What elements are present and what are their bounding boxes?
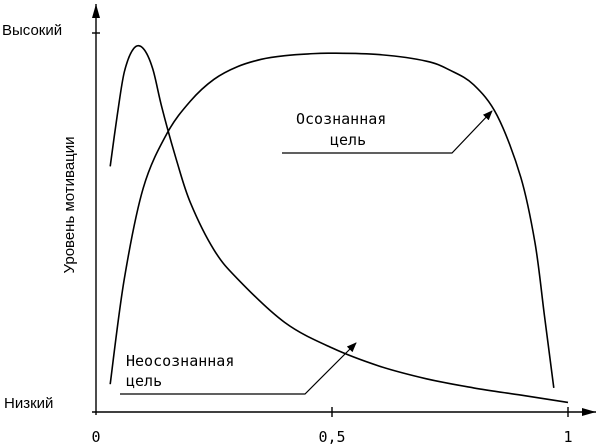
- series-line-conscious: [109, 52, 555, 388]
- y-axis-label: Уровень мотивации: [61, 136, 78, 273]
- x-tick-label: 0: [91, 428, 100, 446]
- x-tick-label: 0,5: [318, 428, 345, 446]
- y-tick-low: Низкий: [4, 395, 53, 412]
- annotation-unconscious-leader: [120, 342, 357, 395]
- annotation-unconscious-line1: Неосознанная: [126, 352, 234, 370]
- x-tick-label: 1: [563, 428, 572, 446]
- series-line-unconscious: [109, 44, 569, 404]
- y-tick-high: Высокий: [2, 22, 62, 39]
- annotation-unconscious-line2: цель: [126, 372, 162, 390]
- annotation-conscious-line1: Осознанная: [296, 110, 386, 128]
- y-axis-arrow-icon: [92, 4, 100, 18]
- x-ticks: 0 0,5 1: [91, 407, 573, 446]
- annotation-conscious-line2: цель: [330, 131, 366, 149]
- curves: [109, 44, 569, 404]
- annotation-conscious-leader: [282, 110, 493, 154]
- x-axis-arrow-icon: [582, 408, 596, 416]
